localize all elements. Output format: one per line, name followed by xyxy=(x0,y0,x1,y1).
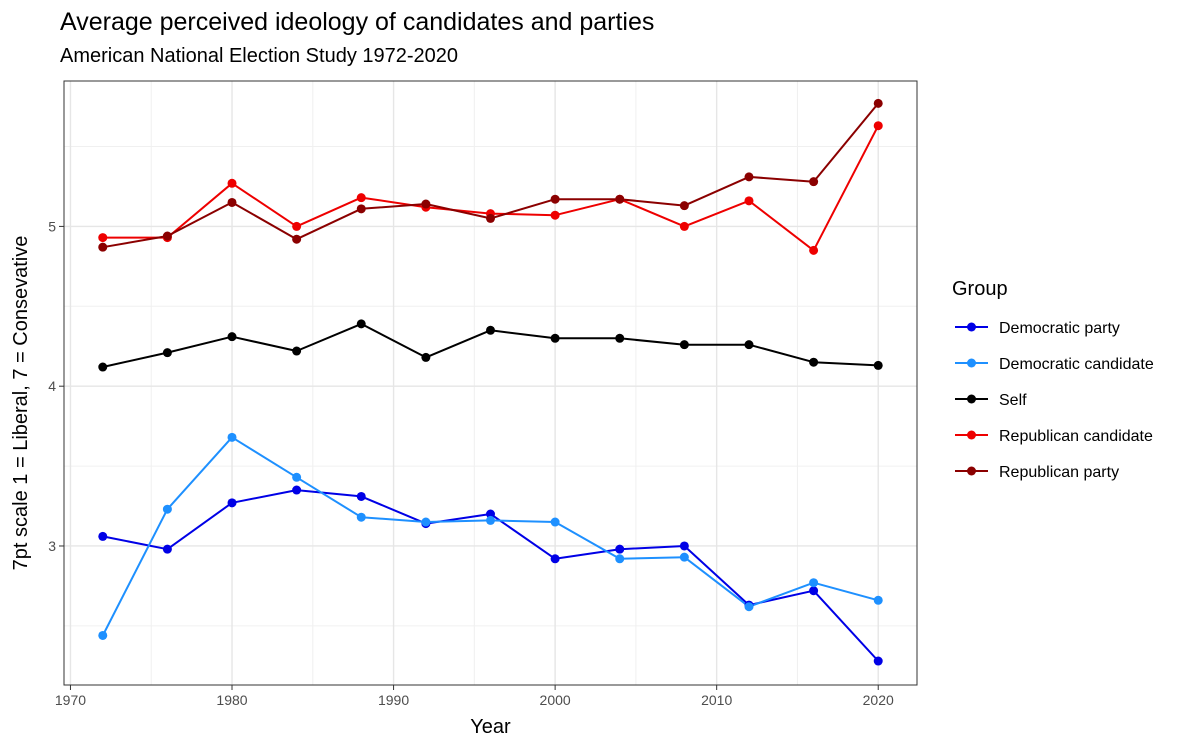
data-point-1-10 xyxy=(744,602,754,612)
data-point-2-11 xyxy=(809,357,819,367)
x-axis-title: Year xyxy=(470,716,511,738)
x-tick-label: 1970 xyxy=(55,692,86,708)
data-point-1-12 xyxy=(873,595,883,605)
data-point-4-8 xyxy=(615,194,625,204)
legend-label-1: Democratic candidate xyxy=(999,356,1154,373)
x-tick-label: 2000 xyxy=(540,692,571,708)
data-point-2-5 xyxy=(421,352,431,362)
x-tick-label: 2010 xyxy=(701,692,732,708)
data-point-3-11 xyxy=(809,245,819,255)
data-point-3-2 xyxy=(227,178,237,188)
data-point-1-1 xyxy=(162,504,172,514)
legend-key-point-2 xyxy=(967,394,976,404)
data-point-2-8 xyxy=(615,333,625,343)
x-tick-label: 1990 xyxy=(378,692,409,708)
y-tick-label: 3 xyxy=(48,538,56,554)
data-point-2-7 xyxy=(550,333,560,343)
data-point-4-9 xyxy=(679,201,689,211)
data-point-0-9 xyxy=(679,541,689,551)
data-point-0-6 xyxy=(486,509,495,519)
data-point-2-1 xyxy=(162,348,172,358)
data-point-0-3 xyxy=(292,485,302,495)
legend-key-point-1 xyxy=(967,358,976,368)
data-point-3-0 xyxy=(98,233,108,243)
data-point-3-10 xyxy=(744,196,754,206)
data-point-4-2 xyxy=(227,197,237,207)
data-point-0-11 xyxy=(809,586,819,596)
data-point-0-4 xyxy=(356,491,366,501)
data-point-4-10 xyxy=(744,172,754,182)
legend-title: Group xyxy=(952,278,1008,300)
legend-key-point-4 xyxy=(967,466,976,476)
data-point-2-3 xyxy=(292,346,302,356)
legend-label-2: Self xyxy=(999,392,1027,409)
data-point-3-9 xyxy=(679,221,689,231)
data-point-1-5 xyxy=(421,517,431,527)
data-point-4-5 xyxy=(421,199,431,209)
x-tick-label: 2020 xyxy=(863,692,894,708)
data-point-0-1 xyxy=(162,544,172,554)
data-point-0-12 xyxy=(873,656,883,666)
data-point-2-2 xyxy=(227,332,237,342)
x-tick-label: 1980 xyxy=(216,692,247,708)
plot-border xyxy=(63,80,918,686)
plot-panel xyxy=(64,81,917,685)
data-point-1-3 xyxy=(292,472,302,482)
data-point-3-12 xyxy=(873,121,883,131)
data-point-2-12 xyxy=(873,360,883,370)
data-point-1-11 xyxy=(809,578,819,588)
data-point-2-4 xyxy=(356,319,366,329)
legend: Group Democratic party Democratic candidat… xyxy=(952,278,1154,481)
data-point-2-10 xyxy=(744,340,754,350)
data-point-1-4 xyxy=(356,512,366,522)
y-axis-title: 7pt scale 1 = Liberal, 7 = Consevative xyxy=(10,236,32,571)
chart-subtitle: American National Election Study 1972-20… xyxy=(60,45,459,67)
data-point-4-4 xyxy=(356,204,366,214)
legend-key-point-0 xyxy=(967,322,976,332)
data-point-0-0 xyxy=(98,531,108,541)
data-point-4-1 xyxy=(162,231,172,241)
data-point-0-8 xyxy=(615,544,625,554)
data-point-4-12 xyxy=(873,98,883,108)
data-point-3-7 xyxy=(550,210,560,220)
y-tick-label: 5 xyxy=(48,218,56,234)
legend-label-4: Republican party xyxy=(999,464,1119,481)
data-point-4-11 xyxy=(809,177,819,187)
legend-label-0: Democratic party xyxy=(999,320,1120,337)
data-point-1-6 xyxy=(486,515,495,525)
y-tick-label: 4 xyxy=(48,378,56,394)
legend-label-3: Republican candidate xyxy=(999,428,1153,445)
data-point-0-7 xyxy=(550,554,560,564)
data-point-1-2 xyxy=(227,432,237,442)
data-point-4-6 xyxy=(486,213,495,223)
data-point-1-9 xyxy=(679,552,689,562)
data-point-1-7 xyxy=(550,517,560,527)
data-point-1-8 xyxy=(615,554,625,564)
data-point-2-6 xyxy=(486,325,495,335)
data-point-2-0 xyxy=(98,362,108,372)
data-point-4-3 xyxy=(292,234,302,244)
data-point-3-4 xyxy=(356,193,366,203)
data-point-4-7 xyxy=(550,194,560,204)
data-point-0-2 xyxy=(227,498,237,508)
data-point-1-0 xyxy=(98,630,108,640)
data-point-3-3 xyxy=(292,221,302,231)
legend-key-point-3 xyxy=(967,430,976,440)
data-point-2-9 xyxy=(679,340,689,350)
data-point-4-0 xyxy=(98,242,108,252)
chart-title: Average perceived ideology of candidates… xyxy=(60,8,655,36)
